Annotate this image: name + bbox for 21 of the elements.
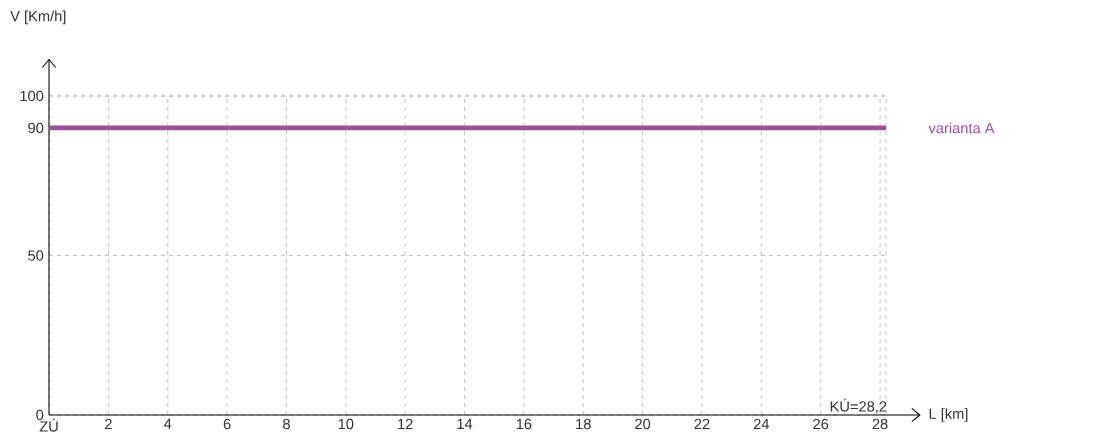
x-axis-title: L [km]	[929, 408, 968, 422]
x-tick-label: 4	[163, 418, 172, 429]
x-tick-label: 10	[338, 418, 354, 430]
x-tick-label: 16	[516, 418, 532, 430]
x-tick-label: 28	[872, 418, 888, 430]
y-axis-title: V [Km/h]	[10, 10, 66, 25]
y-tick-label: 100	[20, 90, 44, 102]
x-tick-label: 26	[813, 418, 829, 430]
x-tick-label: 22	[694, 418, 710, 430]
x-tick-label: 8	[283, 418, 290, 430]
annotation: KÚ=28,2	[830, 398, 887, 414]
y-tick-label: 90	[28, 122, 44, 134]
x-tick-label: 6	[223, 418, 231, 430]
x-tick-label: 20	[635, 418, 651, 430]
x-tick-label: 2	[105, 418, 112, 430]
text: varianta A	[928, 122, 995, 134]
x-tick-label: 14	[457, 418, 473, 429]
x-tick-label: 18	[576, 418, 591, 430]
y-tick-label: 50	[28, 250, 44, 261]
x-tick-label: 24	[753, 418, 770, 430]
x-tick-label: 12	[398, 418, 413, 430]
